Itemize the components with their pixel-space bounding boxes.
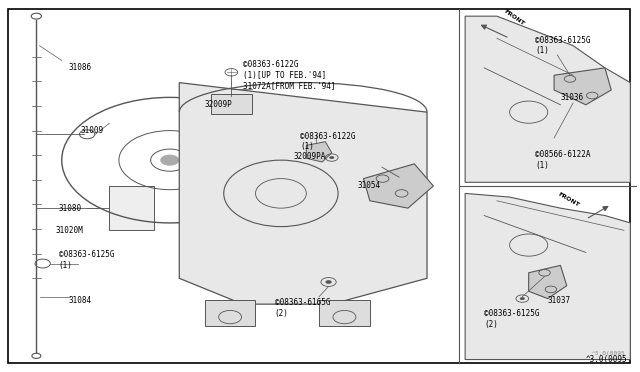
Text: FRONT: FRONT [557, 191, 580, 207]
Polygon shape [529, 265, 567, 299]
Text: ©08566-6122A
(1): ©08566-6122A (1) [535, 150, 591, 170]
Text: 31086: 31086 [68, 63, 92, 72]
Text: 32009P: 32009P [205, 100, 232, 109]
FancyBboxPatch shape [205, 301, 255, 326]
Circle shape [160, 155, 179, 166]
Polygon shape [307, 142, 332, 162]
FancyBboxPatch shape [319, 301, 370, 326]
Text: ©08363-6122G
(1)[UP TO FEB.'94]
31072A[FROM FEB.'94]: ©08363-6122G (1)[UP TO FEB.'94] 31072A[F… [243, 60, 335, 90]
Text: ©08363-6125G
(1): ©08363-6125G (1) [535, 36, 591, 55]
Text: ^3.0(0095: ^3.0(0095 [592, 351, 626, 356]
Text: 31080: 31080 [59, 203, 82, 213]
Polygon shape [179, 83, 427, 304]
Polygon shape [465, 193, 630, 359]
Text: 31009: 31009 [81, 126, 104, 135]
Text: 31054: 31054 [357, 182, 380, 190]
Circle shape [329, 156, 334, 159]
Polygon shape [465, 16, 630, 182]
FancyBboxPatch shape [109, 186, 154, 230]
Text: ©08363-6165G
(2): ©08363-6165G (2) [275, 298, 330, 318]
Polygon shape [364, 164, 433, 208]
Text: 32009PA: 32009PA [294, 152, 326, 161]
Circle shape [520, 297, 525, 300]
FancyBboxPatch shape [211, 94, 252, 114]
Text: ©08363-6122G
(1): ©08363-6122G (1) [300, 132, 355, 151]
Text: ^3.0(0095: ^3.0(0095 [586, 355, 627, 364]
Text: 31036: 31036 [561, 93, 584, 102]
Text: FRONT: FRONT [503, 9, 525, 26]
Text: 31084: 31084 [68, 296, 92, 305]
Text: ©08363-6125G
(2): ©08363-6125G (2) [484, 309, 540, 328]
Text: 31037: 31037 [548, 296, 571, 305]
Text: ©08363-6125G
(1): ©08363-6125G (1) [59, 250, 114, 270]
Polygon shape [554, 68, 611, 105]
Text: 31020M: 31020M [56, 226, 83, 235]
Circle shape [325, 280, 332, 284]
